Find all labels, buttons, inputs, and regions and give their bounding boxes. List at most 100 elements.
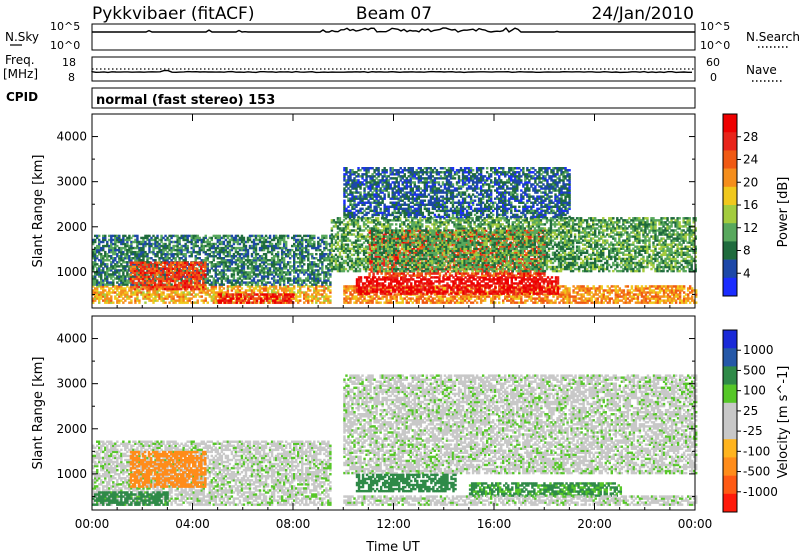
heatmap-cell <box>104 236 107 240</box>
heatmap-cell <box>323 289 326 292</box>
heatmap-cell <box>206 263 209 266</box>
heatmap-cell <box>226 285 230 288</box>
heatmap-cell <box>110 295 113 298</box>
heatmap-cell <box>102 234 105 238</box>
heatmap-cell <box>116 265 119 268</box>
heatmap-cell <box>128 259 131 262</box>
heatmap-cell <box>148 293 151 296</box>
heatmap-cell <box>222 263 226 266</box>
heatmap-cell <box>164 244 167 248</box>
heatmap-cell <box>166 254 169 258</box>
heatmap-cell <box>132 287 135 290</box>
heatmap-cell <box>325 295 328 298</box>
heatmap-cell <box>204 240 207 244</box>
heatmap-cell <box>232 254 236 258</box>
heatmap-cell <box>325 287 328 290</box>
heatmap-cell <box>92 238 95 242</box>
heatmap-cell <box>256 289 260 292</box>
heatmap-cell <box>94 246 97 250</box>
heatmap-cell <box>158 287 161 290</box>
heatmap-cell <box>94 271 97 274</box>
heatmap-cell <box>102 261 105 264</box>
heatmap-cell <box>176 291 179 294</box>
heatmap-cell <box>136 273 139 276</box>
heatmap-cell <box>184 301 187 304</box>
heatmap-cell <box>144 234 147 238</box>
heatmap-cell <box>148 295 151 298</box>
heatmap-cell <box>122 287 125 290</box>
heatmap-cell <box>96 271 99 274</box>
heatmap-cell <box>200 289 203 292</box>
heatmap-cell <box>166 252 169 256</box>
heatmap-cell <box>92 283 95 286</box>
heatmap-cell <box>206 252 209 256</box>
heatmap-cell <box>116 238 119 242</box>
heatmap-cell <box>222 273 226 276</box>
heatmap-cell <box>321 301 324 304</box>
heatmap-cell <box>311 285 314 288</box>
heatmap-cell <box>210 267 213 270</box>
heatmap-cell <box>116 240 119 244</box>
heatmap-cell <box>116 285 119 288</box>
heatmap-cell <box>222 269 226 272</box>
heatmap-cell <box>182 297 185 300</box>
heatmap-cell <box>234 279 238 282</box>
heatmap-cell <box>228 248 232 252</box>
heatmap-cell <box>325 297 328 300</box>
heatmap-cell <box>160 234 163 238</box>
heatmap-cell <box>210 289 213 292</box>
heatmap-cell <box>230 236 234 240</box>
heatmap-cell <box>98 252 101 256</box>
heatmap-cell <box>92 281 95 284</box>
heatmap-cell <box>208 283 211 286</box>
heatmap-cell <box>218 261 222 264</box>
heatmap-cell <box>96 273 99 276</box>
heatmap-cell <box>134 254 137 258</box>
heatmap-cell <box>290 297 294 300</box>
heatmap-cell <box>92 242 95 246</box>
heatmap-cell <box>323 285 326 288</box>
heatmap-cell <box>196 244 199 248</box>
heatmap-cell <box>170 250 173 254</box>
heatmap-cell <box>216 269 220 272</box>
heatmap-cell <box>212 252 216 256</box>
heatmap-cell <box>231 293 235 296</box>
heatmap-cell <box>172 234 175 238</box>
heatmap-cell <box>112 271 115 274</box>
heatmap-cell <box>104 293 107 296</box>
heatmap-cell <box>128 277 131 280</box>
heatmap-cell <box>214 287 218 290</box>
heatmap-cell <box>174 299 177 302</box>
heatmap-cell <box>116 248 119 252</box>
heatmap-cell <box>210 236 213 240</box>
heatmap-cell <box>160 250 163 254</box>
heatmap-cell <box>494 286 497 289</box>
heatmap-cell <box>96 257 99 260</box>
heatmap-cell <box>218 250 222 254</box>
heatmap-cell <box>110 273 113 276</box>
heatmap-cell <box>212 295 216 298</box>
heatmap-cell <box>110 269 113 272</box>
heatmap-cell <box>158 295 161 298</box>
heatmap-cell <box>218 242 222 246</box>
heatmap-cell <box>196 240 199 244</box>
heatmap-cell <box>110 261 113 264</box>
heatmap-cell <box>321 295 324 298</box>
heatmap-cell <box>158 289 161 292</box>
heatmap-cell <box>204 287 207 291</box>
heatmap-cell <box>150 265 153 268</box>
heatmap-cell <box>152 246 155 250</box>
heatmap-cell <box>110 248 113 252</box>
heatmap-cell <box>220 269 224 272</box>
heatmap-cell <box>222 283 226 286</box>
heatmap-cell <box>146 289 149 292</box>
heatmap-cell <box>315 291 318 294</box>
heatmap-cell <box>214 295 218 298</box>
heatmap-cell <box>136 238 139 242</box>
heatmap-cell <box>92 267 95 270</box>
heatmap-cell <box>196 263 199 266</box>
heatmap-cell <box>108 283 111 286</box>
heatmap-cell <box>160 297 163 300</box>
heatmap-cell <box>230 238 234 242</box>
heatmap-cell <box>186 267 189 270</box>
